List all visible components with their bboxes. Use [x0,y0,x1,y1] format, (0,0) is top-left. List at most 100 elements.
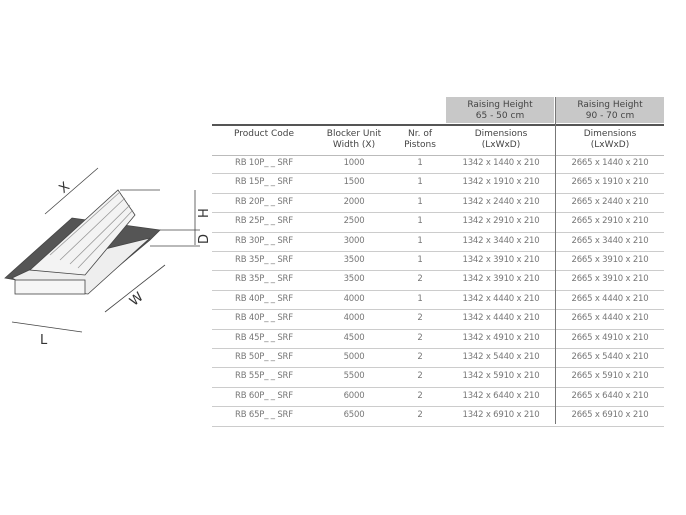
header-text: Nr. of [407,129,432,139]
table-cell: 1 [417,255,423,265]
table-cell: 2665 x 2910 x 210 [571,216,649,227]
table-cell: 2500 [343,216,365,227]
table-cell: 2 [417,352,423,362]
header-text: Dimensions [583,129,637,139]
table-cell: 2 [417,371,423,382]
table-row: RB 35P_ _ SRF 3500 1 1342 x 3910 x 210 2665 … [212,251,664,272]
table-row: RB 30P_ _ SRF 3000 1 1342 x 3440 x 210 2665 … [212,232,664,252]
column-header: Product Code [212,129,316,140]
label-l: L [40,333,48,348]
table-cell: RB 30P_ _ SRF [235,235,293,246]
table-cell: 5500 [343,371,365,382]
table-row: RB 15P_ _ SRF 1500 1 1342 x 1910 x 210 2665 … [212,173,664,194]
table-cell: 2 [417,390,423,401]
table-cell: RB 55P_ _ SRF [235,371,293,382]
table-cell: 6500 [343,410,365,421]
table-cell: 3000 [343,235,365,246]
table-row: RB 40P_ _ SRF 4000 1 1342 x 4440 x 210 2665 … [212,290,664,311]
table-cell: 2665 x 5440 x 210 [571,352,649,362]
column-header: Nr. of Pistons [392,129,448,151]
table-cell: 1000 [343,158,365,168]
table-cell: 2665 x 3910 x 210 [571,255,649,265]
column-header: Dimensions (LxWxD) [446,129,556,151]
table-cell: 1342 x 4440 x 210 [462,293,540,304]
table-cell: 2665 x 1440 x 210 [571,158,649,168]
table-cell: RB 40P_ _ SRF [235,313,293,324]
table-cell: 2665 x 4440 x 210 [571,293,649,304]
table-cell: 1342 x 1440 x 210 [462,158,540,168]
table-cell: 5000 [343,352,365,362]
table-cell: 4500 [343,332,365,343]
table-cell: 1 [417,177,423,188]
header-text: Blocker Unit [326,129,382,139]
table-cell: 1342 x 6440 x 210 [462,390,540,401]
table-row: RB 35P_ _ SRF 3500 2 1342 x 3910 x 210 2665 … [212,270,664,291]
table-cell: RB 35P_ _ SRF [235,274,293,285]
column-header: Blocker Unit Width (X) [316,129,392,151]
table-cell: 2665 x 2440 x 210 [571,196,649,207]
table-cell: 4000 [343,313,365,324]
column-header: Dimensions (LxWxD) [556,129,664,151]
table-cell: 1 [417,196,423,207]
table-cell: 2665 x 4440 x 210 [571,313,649,324]
table-row: RB 40P_ _ SRF 4000 2 1342 x 4440 x 210 2665 … [212,309,664,330]
table-cell: 3500 [343,255,365,265]
table-cell: RB 15P_ _ SRF [235,177,293,188]
table-cell: 1342 x 4910 x 210 [462,332,540,343]
table-row: RB 45P_ _ SRF 4500 2 1342 x 4910 x 210 2665 … [212,329,664,349]
table-cell: 1342 x 2910 x 210 [462,216,540,227]
table-row: RB 55P_ _ SRF 5500 2 1342 x 5910 x 210 2665 … [212,367,664,388]
table-cell: 1 [417,216,423,227]
table-cell: 2665 x 6910 x 210 [571,410,649,421]
table-cell: RB 50P_ _ SRF [235,352,293,362]
header-text: Width (X) [332,140,376,150]
table-row: RB 60P_ _ SRF 6000 2 1342 x 6440 x 210 2665 … [212,387,664,408]
table-cell: 6000 [343,390,365,401]
label-h: H [197,208,212,218]
label-x: X [56,179,73,196]
table-cell: 2 [417,410,423,421]
header-text: (LxWxD) [590,140,630,150]
table-row: RB 10P_ _ SRF 1000 1 1342 x 1440 x 210 2665 … [212,154,664,175]
header-text: Pistons [404,140,436,150]
table-cell: 2000 [343,196,365,207]
table-cell: RB 10P_ _ SRF [235,158,293,168]
table-row: RB 65P_ _ SRF 6500 2 1342 x 6910 x 210 2665 … [212,406,664,427]
table-cell: 2665 x 3440 x 210 [571,235,649,246]
header-text: (LxWxD) [481,140,521,150]
table-cell: RB 45P_ _ SRF [235,332,293,343]
table-row: RB 25P_ _ SRF 2500 1 1342 x 2910 x 210 2665 … [212,212,664,233]
table-cell: 1342 x 5440 x 210 [462,352,540,362]
table-cell: 2 [417,313,423,324]
table-cell: 1342 x 6910 x 210 [462,410,540,421]
table-cell: 4000 [343,293,365,304]
table-cell: 1342 x 2440 x 210 [462,196,540,207]
table-cell: 3500 [343,274,365,285]
road-blocker-drawing: X H D W L [4,167,212,348]
table-cell: 1342 x 3440 x 210 [462,235,540,246]
table-cell: 1342 x 5910 x 210 [462,371,540,382]
table-cell: 2 [417,274,423,285]
table-cell: 1342 x 3910 x 210 [462,255,540,265]
table-cell: RB 65P_ _ SRF [235,410,293,421]
header-text: Dimensions [474,129,528,139]
header-text: Product Code [233,129,295,139]
table-row: RB 20P_ _ SRF 2000 1 1342 x 2440 x 210 2665 … [212,193,664,214]
table-cell: RB 60P_ _ SRF [235,390,293,401]
table-cell: 2665 x 3910 x 210 [571,274,649,285]
table-cell: 1 [417,158,423,168]
table-cell: RB 25P_ _ SRF [235,216,293,227]
table-cell: RB 40P_ _ SRF [235,293,293,304]
table-cell: 1 [417,235,423,246]
group-title: Raising Height [577,100,643,110]
table-cell: 1500 [343,177,365,188]
column-divider [555,97,556,424]
table-cell: 2665 x 4910 x 210 [571,332,649,343]
group-header-90-70: Raising Height 90 - 70 cm [556,97,664,123]
table-cell: 2665 x 5910 x 210 [571,371,649,382]
table-header: Product Code Blocker Unit Width (X) Nr. of P… [212,124,664,156]
table-cell: 1342 x 1910 x 210 [462,177,540,188]
table-cell: 2665 x 1910 x 210 [571,177,649,188]
table-cell: RB 20P_ _ SRF [235,196,293,207]
group-range: 65 - 50 cm [475,111,525,121]
